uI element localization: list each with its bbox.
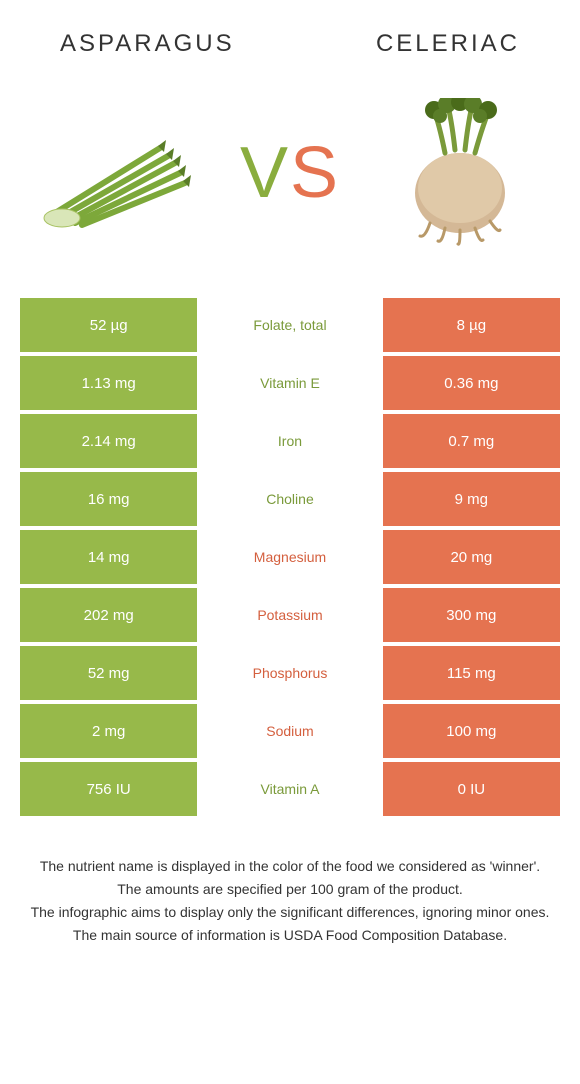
footer-line-3: The infographic aims to display only the… <box>25 902 555 923</box>
right-value: 20 mg <box>383 530 560 584</box>
vs-s-letter: S <box>290 133 340 213</box>
left-value: 202 mg <box>20 588 197 642</box>
right-value: 100 mg <box>383 704 560 758</box>
left-value: 756 IU <box>20 762 197 816</box>
celeriac-image <box>380 103 540 243</box>
left-value: 1.13 mg <box>20 356 197 410</box>
nutrient-row: 52 µgFolate, total8 µg <box>20 298 560 352</box>
nutrient-label: Iron <box>201 414 378 468</box>
nutrient-row: 2.14 mgIron0.7 mg <box>20 414 560 468</box>
nutrient-row: 202 mgPotassium300 mg <box>20 588 560 642</box>
nutrient-row: 16 mgCholine9 mg <box>20 472 560 526</box>
left-value: 52 µg <box>20 298 197 352</box>
right-value: 0.36 mg <box>383 356 560 410</box>
nutrient-label: Vitamin E <box>201 356 378 410</box>
header: Asparagus Celeriac <box>20 30 560 58</box>
nutrient-label: Vitamin A <box>201 762 378 816</box>
nutrient-label: Choline <box>201 472 378 526</box>
footer-line-1: The nutrient name is displayed in the co… <box>25 856 555 877</box>
left-value: 2.14 mg <box>20 414 197 468</box>
nutrient-table: 52 µgFolate, total8 µg1.13 mgVitamin E0.… <box>20 298 560 816</box>
right-value: 0.7 mg <box>383 414 560 468</box>
right-value: 300 mg <box>383 588 560 642</box>
nutrient-row: 52 mgPhosphorus115 mg <box>20 646 560 700</box>
vs-v-letter: V <box>240 133 290 213</box>
nutrient-label: Sodium <box>201 704 378 758</box>
vs-label: VS <box>240 132 340 214</box>
right-value: 115 mg <box>383 646 560 700</box>
nutrient-row: 14 mgMagnesium20 mg <box>20 530 560 584</box>
left-value: 14 mg <box>20 530 197 584</box>
right-value: 0 IU <box>383 762 560 816</box>
left-value: 52 mg <box>20 646 197 700</box>
footer-text: The nutrient name is displayed in the co… <box>20 856 560 946</box>
left-value: 2 mg <box>20 704 197 758</box>
left-value: 16 mg <box>20 472 197 526</box>
footer-line-4: The main source of information is USDA F… <box>25 925 555 946</box>
images-row: VS <box>20 88 560 258</box>
footer-line-2: The amounts are specified per 100 gram o… <box>25 879 555 900</box>
nutrient-label: Magnesium <box>201 530 378 584</box>
nutrient-label: Potassium <box>201 588 378 642</box>
nutrient-row: 2 mgSodium100 mg <box>20 704 560 758</box>
nutrient-label: Folate, total <box>201 298 378 352</box>
nutrient-row: 756 IUVitamin A0 IU <box>20 762 560 816</box>
nutrient-row: 1.13 mgVitamin E0.36 mg <box>20 356 560 410</box>
right-food-title: Celeriac <box>376 30 520 58</box>
right-value: 8 µg <box>383 298 560 352</box>
right-value: 9 mg <box>383 472 560 526</box>
left-food-title: Asparagus <box>60 30 235 58</box>
asparagus-image <box>40 103 200 243</box>
nutrient-label: Phosphorus <box>201 646 378 700</box>
